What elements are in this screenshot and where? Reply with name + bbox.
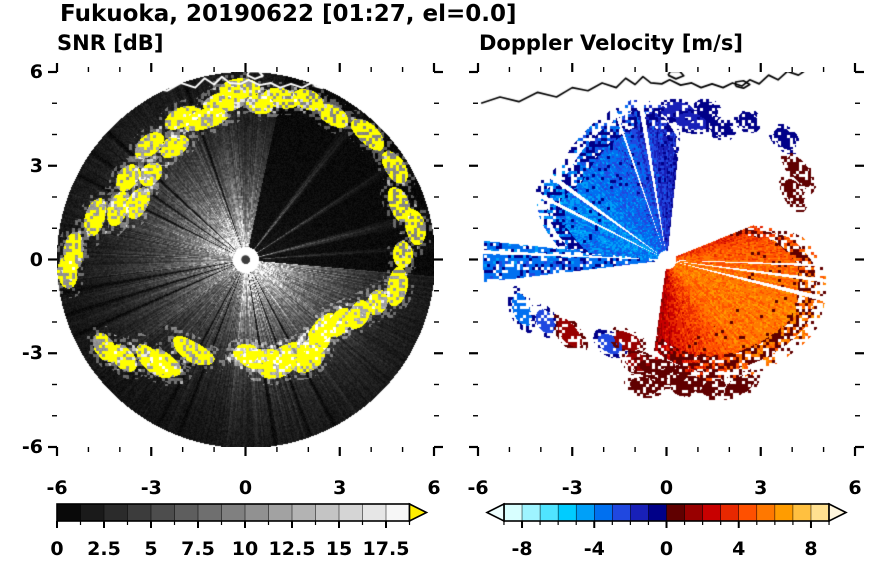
snr-panel-title: SNR [dB] <box>57 31 164 55</box>
x-tick-label: 0 <box>238 477 253 499</box>
colorbar-tick-label: -8 <box>511 538 533 560</box>
colorbar-tick-label: -4 <box>583 538 605 560</box>
colorbar-tick-label: 0 <box>50 538 64 560</box>
y-tick-label: 3 <box>29 154 43 177</box>
colorbar-tick-label: 8 <box>804 538 818 560</box>
colorbar-segment <box>720 503 740 522</box>
colorbar-segment <box>648 503 668 522</box>
colorbar-segment <box>244 503 270 522</box>
colorbar-segment <box>127 503 152 522</box>
colorbar-tick-label: 4 <box>732 538 746 560</box>
colorbar-tick-label: 12.5 <box>268 538 316 560</box>
colorbar-segment <box>291 503 317 522</box>
x-tick-label: 3 <box>333 477 347 499</box>
colorbar-tick-label: 5 <box>144 538 158 560</box>
colorbar-segment <box>774 503 794 522</box>
colorbar-tick-label: 0 <box>659 538 674 560</box>
colorbar-segment <box>150 503 176 522</box>
colorbar-segment <box>80 503 105 522</box>
colorbar-segment <box>197 503 223 522</box>
colorbar-tick-label: 7.5 <box>181 538 215 560</box>
colorbar-outline <box>503 503 830 522</box>
x-tick-label: 3 <box>754 477 768 499</box>
colorbar-tick-label: 10 <box>231 538 259 560</box>
x-tick-label: -3 <box>561 477 583 499</box>
figure-title: Fukuoka, 20190622 [01:27, el=0.0] <box>60 1 517 27</box>
colorbar-over-arrow <box>828 502 848 523</box>
colorbar-over-arrow <box>408 502 429 523</box>
velocity-ppi-canvas <box>478 72 855 447</box>
colorbar-segment <box>385 503 411 522</box>
colorbar-under-arrow <box>485 502 505 523</box>
y-tick-label: 6 <box>29 61 43 83</box>
colorbar-segment <box>594 503 613 522</box>
colorbar-tick-label: 17.5 <box>362 538 410 560</box>
colorbar-segment <box>557 503 577 522</box>
colorbar-segment <box>666 503 686 522</box>
y-tick-label: 0 <box>29 248 43 271</box>
x-tick-label: -6 <box>467 477 489 499</box>
colorbar-segment <box>521 503 541 522</box>
colorbar-segment <box>338 503 364 522</box>
x-tick-label: -6 <box>46 477 68 499</box>
y-tick-label: -3 <box>21 342 43 365</box>
colorbar-segment <box>792 503 812 522</box>
colorbar-segment <box>268 503 293 522</box>
colorbar-segment <box>738 503 758 522</box>
colorbar-segment <box>702 503 722 522</box>
colorbar-segment <box>612 503 632 522</box>
x-tick-label: 6 <box>427 477 441 499</box>
velocity-panel-title: Doppler Velocity [m/s] <box>479 31 743 55</box>
y-tick-label: -6 <box>21 436 43 458</box>
colorbar-segment <box>315 503 340 522</box>
colorbar-segment <box>630 503 650 522</box>
x-tick-label: 0 <box>659 477 674 499</box>
x-tick-label: -3 <box>140 477 162 499</box>
x-tick-label: 6 <box>848 477 862 499</box>
colorbar-segment <box>103 503 129 522</box>
colorbar-segment <box>539 503 559 522</box>
snr-ppi-canvas <box>57 72 434 447</box>
colorbar-segment <box>221 503 246 522</box>
colorbar-tick-label: 15 <box>325 538 353 560</box>
colorbar-segment <box>810 503 830 522</box>
colorbar-tick-label: 2.5 <box>87 538 121 560</box>
colorbar-segment <box>575 503 595 522</box>
colorbar-segment <box>756 503 776 522</box>
colorbar-segment <box>503 503 523 522</box>
colorbar-segment <box>362 503 387 522</box>
colorbar-outline <box>56 503 411 522</box>
colorbar-segment <box>174 503 199 522</box>
colorbar-segment <box>56 503 82 522</box>
colorbar-segment <box>684 503 704 522</box>
